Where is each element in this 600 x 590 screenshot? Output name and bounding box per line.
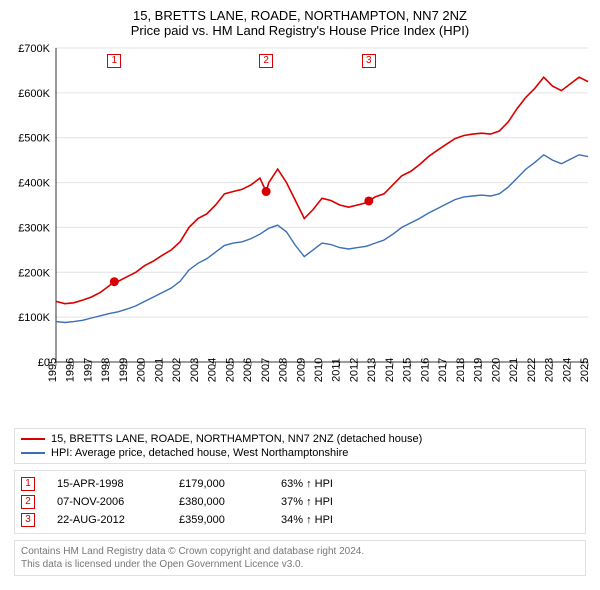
sale-price: £380,000	[179, 496, 259, 508]
sale-number-box: 1	[21, 477, 35, 491]
x-tick-label: 2013	[366, 358, 378, 382]
y-tick-label: £700K	[18, 43, 50, 55]
chart-area: £0£100K£200K£300K£400K£500K£600K£700K199…	[6, 42, 594, 422]
sale-row: 2 07-NOV-2006 £380,000 37% ↑ HPI	[21, 493, 579, 511]
sale-pct-vs-hpi: 37% ↑ HPI	[281, 496, 333, 508]
sale-row: 3 22-AUG-2012 £359,000 34% ↑ HPI	[21, 511, 579, 529]
x-tick-label: 2002	[171, 358, 183, 382]
title-line2: Price paid vs. HM Land Registry's House …	[6, 23, 594, 38]
sale-number-box: 3	[21, 513, 35, 527]
x-tick-label: 2019	[473, 358, 485, 382]
x-tick-label: 2025	[579, 358, 591, 382]
x-tick-label: 2010	[313, 358, 325, 382]
x-tick-label: 2015	[402, 358, 414, 382]
x-tick-label: 1997	[82, 358, 94, 382]
legend-swatch	[21, 452, 45, 454]
chart-container: 15, BRETTS LANE, ROADE, NORTHAMPTON, NN7…	[0, 0, 600, 590]
x-tick-label: 2014	[384, 358, 396, 382]
x-tick-label: 2005	[224, 358, 236, 382]
x-tick-label: 2020	[490, 358, 502, 382]
sale-row: 1 15-APR-1998 £179,000 63% ↑ HPI	[21, 475, 579, 493]
legend-row: HPI: Average price, detached house, West…	[21, 446, 579, 460]
series-hpi-line	[56, 155, 588, 323]
x-tick-label: 1998	[100, 358, 112, 382]
x-tick-label: 2006	[242, 358, 254, 382]
sale-pct-vs-hpi: 63% ↑ HPI	[281, 478, 333, 490]
x-tick-label: 2022	[526, 358, 538, 382]
title-block: 15, BRETTS LANE, ROADE, NORTHAMPTON, NN7…	[6, 8, 594, 38]
x-tick-label: 1995	[47, 358, 59, 382]
sale-number-box: 2	[21, 495, 35, 509]
x-tick-label: 2009	[295, 358, 307, 382]
y-tick-label: £400K	[18, 178, 50, 190]
series-property-line	[56, 77, 588, 304]
legend-swatch	[21, 438, 45, 440]
sale-marker-box: 3	[362, 54, 376, 68]
x-tick-label: 2007	[260, 358, 272, 382]
sale-date: 15-APR-1998	[57, 478, 157, 490]
sale-pct-vs-hpi: 34% ↑ HPI	[281, 514, 333, 526]
x-tick-label: 2003	[189, 358, 201, 382]
title-line1: 15, BRETTS LANE, ROADE, NORTHAMPTON, NN7…	[6, 8, 594, 23]
x-tick-label: 2012	[348, 358, 360, 382]
x-tick-label: 2018	[455, 358, 467, 382]
x-tick-label: 2001	[153, 358, 165, 382]
x-tick-label: 2024	[561, 358, 573, 382]
sale-price: £179,000	[179, 478, 259, 490]
footer-line2: This data is licensed under the Open Gov…	[21, 558, 579, 571]
y-tick-label: £300K	[18, 222, 50, 234]
x-tick-label: 2021	[508, 358, 520, 382]
footer-attribution: Contains HM Land Registry data © Crown c…	[14, 540, 586, 576]
sale-marker-dot	[262, 187, 271, 196]
x-tick-label: 1999	[118, 358, 130, 382]
legend-label: HPI: Average price, detached house, West…	[51, 447, 348, 459]
legend-label: 15, BRETTS LANE, ROADE, NORTHAMPTON, NN7…	[51, 433, 422, 445]
x-tick-label: 1996	[65, 358, 77, 382]
sale-date: 07-NOV-2006	[57, 496, 157, 508]
price-chart: £0£100K£200K£300K£400K£500K£600K£700K199…	[6, 42, 594, 422]
x-tick-label: 2008	[278, 358, 290, 382]
sales-table: 1 15-APR-1998 £179,000 63% ↑ HPI 2 07-NOV-200…	[14, 470, 586, 534]
x-tick-label: 2004	[207, 358, 219, 382]
x-tick-label: 2023	[544, 358, 556, 382]
footer-line1: Contains HM Land Registry data © Crown c…	[21, 545, 579, 558]
y-tick-label: £200K	[18, 267, 50, 279]
sale-price: £359,000	[179, 514, 259, 526]
sale-marker-box: 1	[107, 54, 121, 68]
y-tick-label: £600K	[18, 88, 50, 100]
sale-date: 22-AUG-2012	[57, 514, 157, 526]
sale-marker-dot	[364, 196, 373, 205]
legend: 15, BRETTS LANE, ROADE, NORTHAMPTON, NN7…	[14, 428, 586, 464]
x-tick-label: 2016	[419, 358, 431, 382]
x-tick-label: 2000	[136, 358, 148, 382]
sale-marker-dot	[110, 277, 119, 286]
x-tick-label: 2017	[437, 358, 449, 382]
y-tick-label: £500K	[18, 133, 50, 145]
y-tick-label: £100K	[18, 312, 50, 324]
sale-marker-box: 2	[259, 54, 273, 68]
legend-row: 15, BRETTS LANE, ROADE, NORTHAMPTON, NN7…	[21, 432, 579, 446]
